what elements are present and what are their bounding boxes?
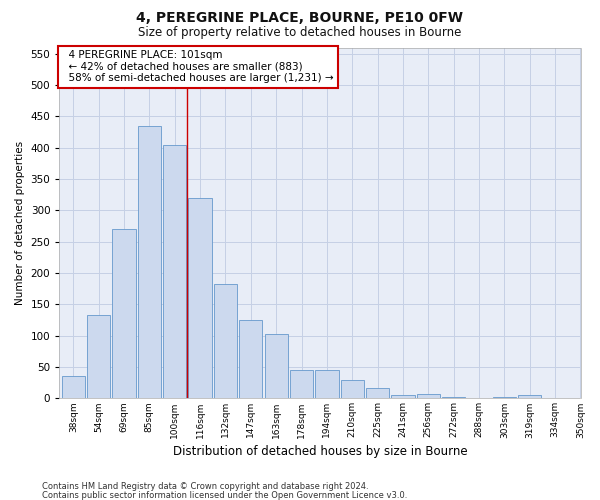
Bar: [87, 315, 110, 398]
Text: Contains public sector information licensed under the Open Government Licence v3: Contains public sector information licen…: [42, 490, 407, 500]
Bar: [137, 126, 161, 398]
Bar: [112, 229, 136, 398]
Text: 4 PEREGRINE PLACE: 101sqm
  ← 42% of detached houses are smaller (883)
  58% of : 4 PEREGRINE PLACE: 101sqm ← 42% of detac…: [62, 50, 334, 84]
Bar: [239, 320, 262, 398]
Bar: [341, 380, 364, 398]
Bar: [416, 394, 440, 398]
Bar: [163, 144, 187, 398]
Bar: [214, 284, 237, 399]
Bar: [315, 370, 338, 398]
X-axis label: Distribution of detached houses by size in Bourne: Distribution of detached houses by size …: [173, 444, 467, 458]
Bar: [442, 397, 466, 398]
Bar: [366, 388, 389, 398]
Bar: [62, 376, 85, 398]
Bar: [188, 198, 212, 398]
Bar: [290, 370, 313, 398]
Bar: [518, 396, 541, 398]
Text: Size of property relative to detached houses in Bourne: Size of property relative to detached ho…: [139, 26, 461, 39]
Y-axis label: Number of detached properties: Number of detached properties: [15, 141, 25, 305]
Bar: [391, 396, 415, 398]
Bar: [493, 397, 516, 398]
Bar: [265, 334, 288, 398]
Text: 4, PEREGRINE PLACE, BOURNE, PE10 0FW: 4, PEREGRINE PLACE, BOURNE, PE10 0FW: [137, 11, 464, 25]
Text: Contains HM Land Registry data © Crown copyright and database right 2024.: Contains HM Land Registry data © Crown c…: [42, 482, 368, 491]
